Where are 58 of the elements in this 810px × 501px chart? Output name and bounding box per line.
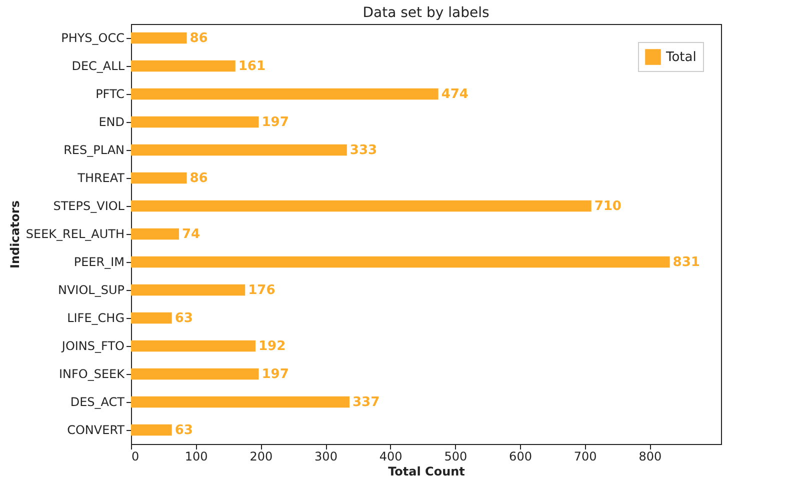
x-tick-label: 200 [250, 450, 273, 464]
y-tick-label: DES_ACT [70, 395, 126, 409]
bar [131, 60, 236, 72]
y-tick-label: PFTC [96, 87, 124, 101]
bar [131, 200, 592, 212]
data-label: 474 [441, 87, 468, 102]
data-label: 176 [248, 283, 276, 298]
y-axis-title: Indicators [8, 200, 22, 268]
bar [131, 88, 438, 100]
x-tick-label: 100 [184, 450, 208, 464]
bar [131, 32, 187, 44]
y-tick-label: JOINS_FTO [60, 339, 124, 353]
y-tick-label: PHYS_OCC [61, 31, 124, 45]
data-label: 161 [238, 59, 266, 74]
y-tick-label: STEPS_VIOL [53, 199, 125, 213]
bar [131, 228, 179, 240]
data-label: 197 [262, 115, 289, 130]
bar [131, 116, 259, 128]
y-tick-label: THREAT [76, 171, 126, 185]
chart-title: Data set by labels [362, 5, 490, 21]
bar [131, 284, 246, 296]
legend-label: Total [665, 50, 696, 65]
data-label: 192 [258, 339, 286, 354]
data-label: 74 [182, 227, 200, 242]
data-label: 86 [190, 31, 208, 46]
bar [131, 424, 172, 436]
x-tick-label: 500 [444, 450, 468, 464]
y-tick-label: END [98, 115, 124, 129]
bar [131, 368, 259, 380]
y-tick-label: RES_PLAN [64, 143, 124, 157]
x-tick-label: 700 [574, 450, 597, 464]
data-label: 333 [350, 143, 378, 158]
data-label: 86 [190, 171, 208, 186]
x-tick-label: 400 [379, 450, 402, 464]
x-tick-label: 0 [132, 450, 140, 464]
y-tick-label: CONVERT [67, 423, 126, 437]
y-tick-label: SEEK_REL_AUTH [26, 227, 124, 241]
x-axis-title: Total Count [388, 464, 466, 478]
x-tick-label: 300 [314, 450, 338, 464]
bar [131, 256, 670, 268]
x-tick-label: 800 [638, 450, 662, 464]
data-label: 197 [262, 367, 289, 382]
y-tick-label: NVIOL_SUP [58, 283, 124, 297]
x-tick-label: 600 [509, 450, 532, 464]
y-tick-label: DEC_ALL [72, 59, 125, 73]
y-tick-label: LIFE_CHG [67, 311, 124, 325]
data-label: 831 [672, 255, 700, 270]
data-label: 710 [594, 199, 622, 214]
y-tick-label: PEER_IM [74, 255, 124, 269]
bar [131, 144, 347, 156]
data-label: 63 [174, 423, 193, 438]
data-label: 337 [352, 395, 380, 410]
y-tick-label: INFO_SEEK [58, 367, 126, 381]
bar [131, 340, 256, 352]
bar [131, 312, 172, 324]
bar [131, 396, 350, 408]
data-label: 63 [174, 311, 193, 326]
bar [131, 172, 187, 184]
